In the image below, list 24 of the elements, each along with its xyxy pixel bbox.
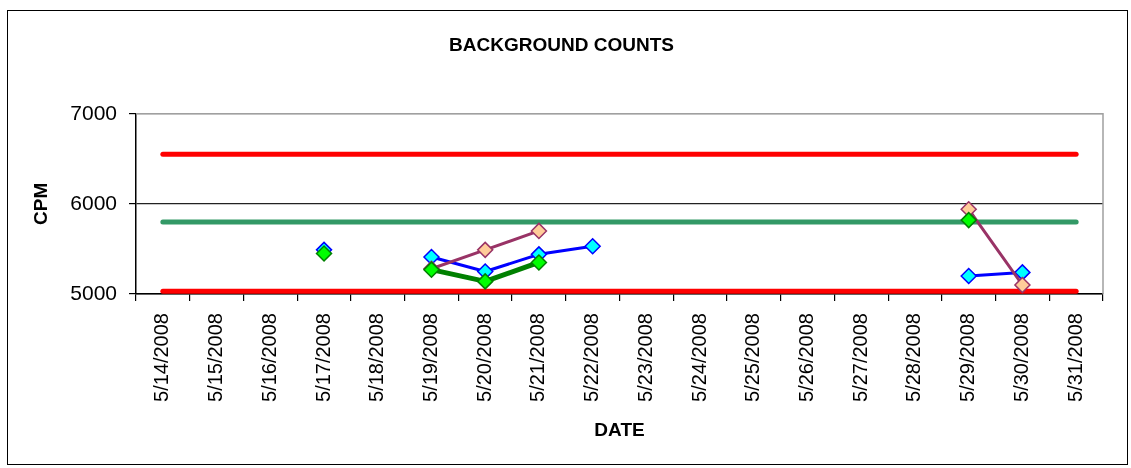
x-tick-label: 5/16/2008 [257, 313, 280, 402]
chart-title: BACKGROUND COUNTS [449, 33, 674, 55]
x-axis-title: DATE [594, 418, 645, 440]
y-tick-label: 6000 [70, 190, 117, 214]
x-tick-label: 5/18/2008 [365, 313, 388, 402]
x-tick-label: 5/29/2008 [956, 313, 979, 402]
x-tick-label: 5/28/2008 [902, 313, 925, 402]
x-tick-label: 5/31/2008 [1063, 313, 1086, 402]
x-tick-label: 5/27/2008 [848, 313, 871, 402]
x-tick-label: 5/14/2008 [150, 313, 173, 402]
x-tick-label: 5/19/2008 [418, 313, 441, 402]
y-tick-label: 7000 [70, 100, 117, 124]
x-tick-label: 5/23/2008 [633, 313, 656, 402]
x-tick-label: 5/15/2008 [204, 313, 227, 402]
x-tick-label: 5/25/2008 [741, 313, 764, 402]
x-tick-label: 5/17/2008 [311, 313, 334, 402]
x-tick-label: 5/24/2008 [687, 313, 710, 402]
y-tick-label: 5000 [70, 280, 117, 304]
x-tick-label: 5/20/2008 [472, 313, 495, 402]
y-axis-title: CPM [29, 182, 51, 226]
x-tick-label: 5/22/2008 [580, 313, 603, 402]
x-tick-label: 5/21/2008 [526, 313, 549, 402]
x-tick-label: 5/30/2008 [1009, 313, 1032, 402]
x-tick-label: 5/26/2008 [795, 313, 818, 402]
